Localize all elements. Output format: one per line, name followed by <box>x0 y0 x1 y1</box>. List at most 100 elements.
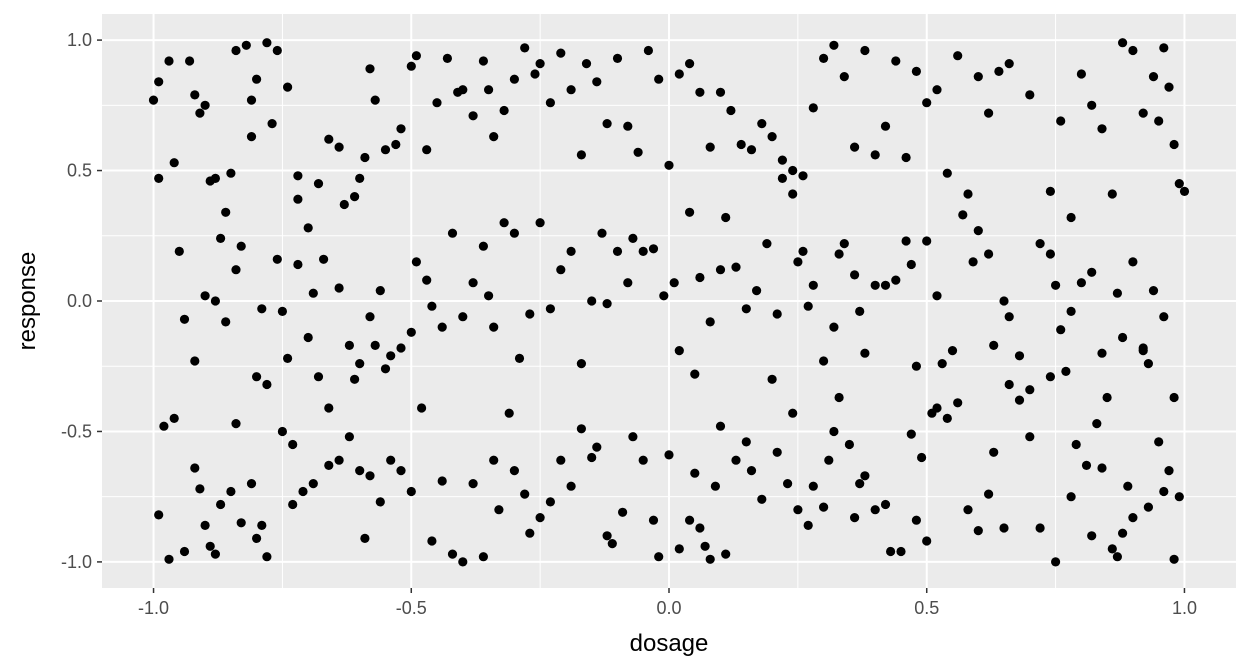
data-point <box>267 119 277 129</box>
data-point <box>355 466 365 476</box>
data-point <box>602 299 612 309</box>
data-point <box>1118 38 1128 48</box>
data-point <box>798 171 808 181</box>
data-point <box>283 82 293 92</box>
x-tick-label: 0.5 <box>914 598 939 618</box>
data-point <box>386 351 396 361</box>
data-point <box>1081 460 1092 470</box>
data-point <box>715 421 726 431</box>
data-point <box>417 403 427 413</box>
data-point <box>1102 392 1112 403</box>
data-point <box>478 241 488 251</box>
data-point <box>891 56 901 66</box>
data-point <box>236 241 246 251</box>
data-point <box>685 59 695 69</box>
data-point <box>350 192 360 202</box>
data-point <box>628 432 638 442</box>
data-point <box>922 236 932 246</box>
data-point <box>283 353 293 363</box>
data-point <box>808 481 818 491</box>
data-point <box>942 413 952 423</box>
data-point <box>746 466 757 476</box>
data-point <box>1087 267 1097 277</box>
data-point <box>886 546 896 557</box>
data-point <box>210 173 220 183</box>
data-point <box>442 53 452 64</box>
data-point <box>880 280 891 290</box>
data-point <box>1164 82 1174 92</box>
data-point <box>406 327 416 337</box>
data-point <box>803 520 813 531</box>
data-point <box>633 147 643 157</box>
data-point <box>252 74 262 84</box>
data-point <box>344 340 354 350</box>
data-point <box>788 408 798 418</box>
data-point <box>834 392 844 403</box>
data-point <box>726 105 736 116</box>
data-point <box>246 132 257 142</box>
data-point <box>968 257 978 267</box>
data-point <box>1174 492 1184 502</box>
data-point <box>154 173 164 183</box>
data-point <box>674 544 684 554</box>
data-point <box>458 85 468 95</box>
data-point <box>293 194 303 204</box>
data-point <box>365 312 375 322</box>
data-point <box>1014 395 1025 405</box>
data-point <box>715 265 726 275</box>
data-point <box>942 168 952 178</box>
data-point <box>277 306 287 316</box>
data-point <box>277 426 287 437</box>
data-point <box>906 429 916 439</box>
data-point <box>932 291 942 301</box>
data-point <box>576 150 587 160</box>
data-point <box>999 523 1009 533</box>
data-point <box>731 455 741 465</box>
data-point <box>901 152 911 163</box>
data-point <box>819 53 829 64</box>
data-point <box>190 463 200 473</box>
data-point <box>489 322 499 332</box>
data-point <box>566 246 576 256</box>
data-point <box>1066 492 1076 502</box>
data-point <box>509 74 519 84</box>
data-point <box>1138 108 1148 118</box>
data-point <box>1138 343 1148 353</box>
data-point <box>308 479 318 489</box>
data-point <box>216 233 226 243</box>
data-point <box>458 557 468 567</box>
data-point <box>819 502 829 512</box>
data-point <box>731 262 741 272</box>
data-point <box>695 272 705 283</box>
data-point <box>628 233 638 243</box>
data-point <box>989 447 999 457</box>
data-point <box>690 468 700 478</box>
data-point <box>932 403 942 413</box>
data-point <box>468 278 478 288</box>
data-point <box>525 309 535 319</box>
data-point <box>169 158 179 168</box>
data-point <box>1025 432 1035 442</box>
data-point <box>530 69 540 79</box>
data-point <box>339 199 349 210</box>
data-point <box>1169 392 1179 403</box>
data-point <box>370 340 380 350</box>
data-point <box>293 259 303 270</box>
data-point <box>396 124 406 134</box>
data-point <box>293 171 303 181</box>
data-point <box>623 278 633 288</box>
data-point <box>1097 348 1107 358</box>
data-point <box>216 499 226 510</box>
data-points <box>148 38 1190 567</box>
data-point <box>1066 306 1076 316</box>
data-point <box>210 549 220 559</box>
data-point <box>174 246 184 256</box>
data-point <box>298 486 308 497</box>
data-point <box>953 398 963 408</box>
data-point <box>365 471 375 481</box>
data-point <box>509 466 519 476</box>
data-point <box>602 531 612 541</box>
data-point <box>654 552 664 562</box>
data-point <box>406 486 416 497</box>
data-point <box>478 552 488 562</box>
